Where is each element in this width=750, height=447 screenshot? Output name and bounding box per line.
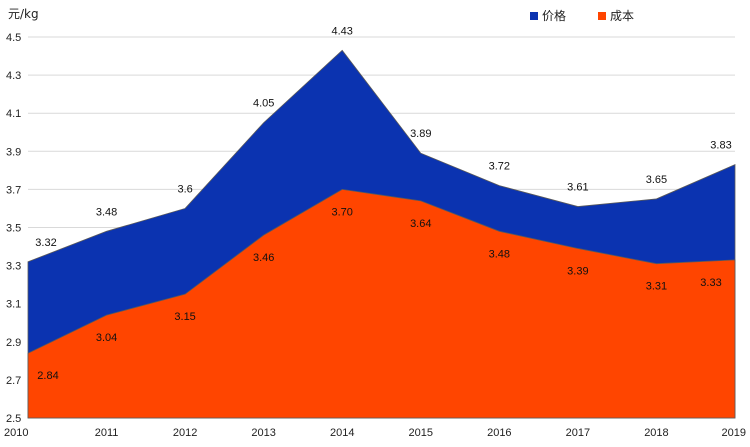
x-tick-label: 2010 — [4, 427, 28, 439]
y-tick-label: 3.7 — [6, 184, 21, 196]
price-data-label: 3.48 — [96, 206, 117, 218]
y-tick-label: 3.5 — [6, 223, 21, 235]
price-data-label: 3.32 — [35, 237, 56, 249]
y-tick-label: 2.9 — [6, 337, 21, 349]
x-tick-label: 2016 — [487, 427, 511, 439]
price-data-label: 4.43 — [332, 25, 353, 37]
x-tick-label: 2013 — [251, 427, 275, 439]
x-tick-label: 2017 — [566, 427, 590, 439]
x-tick-label: 2012 — [173, 427, 197, 439]
cost-area — [27, 188, 736, 419]
cost-data-label: 3.48 — [489, 248, 510, 260]
cost-data-label: 3.33 — [700, 277, 721, 289]
cost-data-label: 3.39 — [567, 265, 588, 277]
y-tick-label: 4.5 — [6, 32, 21, 44]
y-tick-label: 3.3 — [6, 261, 21, 273]
price-data-label: 3.65 — [646, 174, 667, 186]
cost-data-label: 2.84 — [37, 370, 58, 382]
x-tick-label: 2015 — [409, 427, 433, 439]
y-tick-label: 3.9 — [6, 146, 21, 158]
x-tick-label: 2019 — [722, 427, 746, 439]
legend-swatch-price — [530, 12, 538, 20]
cost-data-label: 3.04 — [96, 332, 117, 344]
price-data-label: 3.89 — [410, 128, 431, 140]
legend-label-cost: 成本 — [610, 9, 634, 23]
cost-data-label: 3.15 — [174, 311, 195, 323]
y-tick-label: 2.7 — [6, 375, 21, 387]
y-axis-ticks: 2.5 2.7 2.9 3.1 3.3 3.5 3.7 3.9 4.1 4.3 4.5 — [6, 32, 21, 425]
y-tick-label: 4.1 — [6, 108, 21, 120]
legend-label-price: 价格 — [542, 8, 566, 23]
x-tick-label: 2011 — [95, 427, 119, 439]
legend: 价格 成本 — [530, 8, 634, 23]
price-data-label: 3.83 — [710, 140, 731, 152]
cost-data-label: 3.64 — [410, 218, 431, 230]
x-tick-label: 2018 — [644, 427, 668, 439]
x-tick-label: 2014 — [330, 427, 354, 439]
y-tick-label: 2.5 — [6, 413, 21, 425]
cost-data-label: 3.70 — [332, 206, 353, 218]
y-tick-label: 4.3 — [6, 70, 21, 82]
price-data-label: 3.6 — [177, 183, 192, 195]
area-series-layer — [27, 49, 736, 419]
x-axis-ticks: 2010 2011 2012 2013 2014 2015 2016 2017 2018 2019 — [4, 427, 746, 439]
cost-data-label: 3.46 — [253, 252, 274, 264]
legend-swatch-cost — [598, 12, 606, 20]
price-data-label: 3.72 — [489, 161, 510, 173]
cost-data-label: 3.31 — [646, 281, 667, 293]
price-data-label: 4.05 — [253, 98, 274, 110]
data-labels: 3.32 3.48 3.6 4.05 4.43 3.89 3.72 3.61 3.65 3.83 2… — [35, 25, 731, 382]
y-axis-unit-label: 元/kg — [8, 7, 39, 21]
price-data-label: 3.61 — [567, 182, 588, 194]
y-tick-label: 3.1 — [6, 299, 21, 311]
